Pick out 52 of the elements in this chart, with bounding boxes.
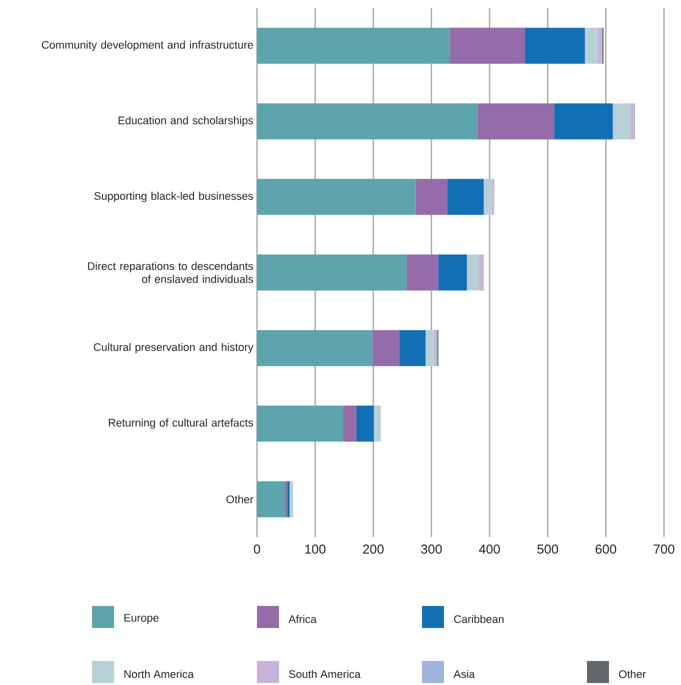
x-tick-label: 0: [254, 544, 260, 554]
x-tick-label: 400: [479, 544, 500, 554]
bar: [630, 103, 634, 140]
bar: [399, 330, 426, 366]
bar: [374, 406, 381, 442]
x-tick-label: 100: [305, 544, 326, 554]
bar: [479, 254, 484, 290]
bar: [466, 254, 480, 290]
x-tick-label: 600: [596, 544, 616, 554]
bar: [257, 178, 416, 215]
bar: [372, 330, 400, 366]
legend-label: Asia: [454, 670, 475, 678]
bar: [287, 481, 290, 518]
bar: [584, 28, 598, 64]
y-tick-label: Education and scholarships: [118, 116, 254, 126]
bar: [477, 103, 554, 140]
legend-label: Africa: [288, 614, 317, 624]
bar: [356, 406, 374, 442]
bar: [426, 330, 434, 366]
bar: [438, 254, 467, 290]
x-tick-label: 500: [537, 544, 558, 554]
bar: [257, 481, 286, 518]
bar: [257, 330, 373, 366]
legend-label: North America: [124, 670, 194, 678]
bar: [257, 254, 406, 290]
bar: [257, 103, 478, 140]
bar: [450, 28, 526, 64]
y-tick-label: Other: [226, 495, 254, 504]
x-tick-label: 700: [654, 544, 674, 554]
bar: [290, 481, 294, 518]
y-tick-label: Supporting black-led businesses: [94, 192, 254, 202]
legend-label: Europe: [124, 614, 158, 624]
bar: [416, 178, 448, 215]
bar: [612, 103, 630, 140]
bar: [484, 178, 492, 215]
y-tick-label: Returning of cultural artefacts: [108, 418, 254, 429]
bar: [257, 28, 450, 64]
bar: [554, 103, 613, 140]
y-tick-label: Community development and infrastructure: [42, 40, 253, 51]
x-tick-label: 200: [363, 544, 384, 554]
legend-label: Caribbean: [454, 614, 504, 624]
bar: [343, 406, 356, 442]
bar: [406, 254, 438, 290]
legend-label: Other: [619, 670, 646, 678]
y-tick-label: Direct reparations to descendants of enslaved individuals: [88, 262, 254, 284]
bar: [257, 406, 344, 442]
bar: [525, 28, 585, 64]
legend-label: South America: [289, 670, 361, 678]
bar: [597, 28, 602, 64]
x-tick-label: 300: [421, 544, 442, 554]
bar: [447, 178, 484, 215]
y-tick-label: Cultural preservation and history: [94, 342, 254, 354]
